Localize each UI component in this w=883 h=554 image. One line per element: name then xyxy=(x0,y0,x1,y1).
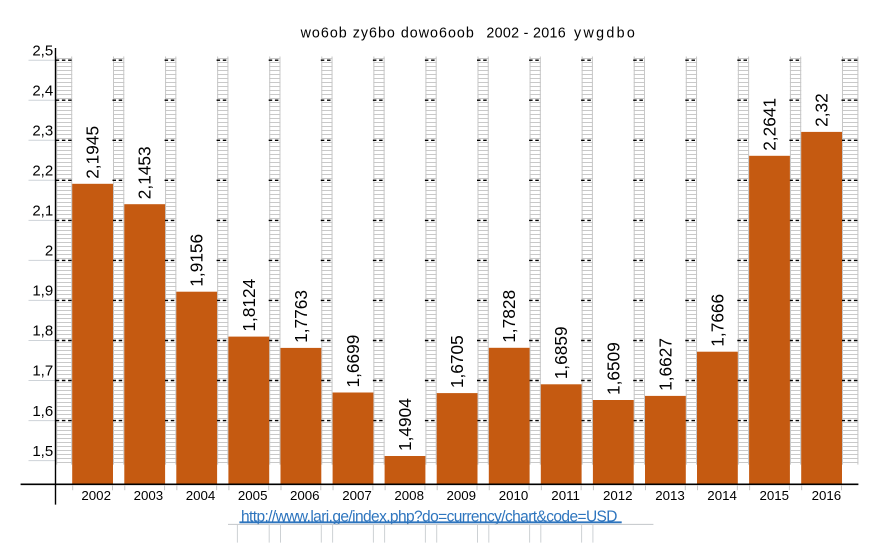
svg-text:ywgdbo: ywgdbo xyxy=(574,25,637,41)
svg-text:1,7828: 1,7828 xyxy=(499,290,519,343)
svg-text:2,5: 2,5 xyxy=(32,42,53,59)
svg-text:2: 2 xyxy=(45,243,53,260)
svg-text:1,4904: 1,4904 xyxy=(395,398,415,451)
svg-text:1,8: 1,8 xyxy=(32,323,53,340)
svg-text:wo6ob zy6bo dowo6oob: wo6ob zy6bo dowo6oob xyxy=(300,25,475,41)
svg-text:2012: 2012 xyxy=(603,488,633,503)
svg-text:2004: 2004 xyxy=(186,488,216,503)
svg-text:2,2: 2,2 xyxy=(32,163,53,180)
svg-text:2,4: 2,4 xyxy=(32,82,53,99)
svg-text:1,9: 1,9 xyxy=(32,283,53,300)
svg-text:1,7763: 1,7763 xyxy=(291,290,311,343)
svg-text:2,32: 2,32 xyxy=(812,93,832,127)
svg-text:1,8124: 1,8124 xyxy=(239,278,259,331)
svg-text:1,6509: 1,6509 xyxy=(603,342,623,395)
svg-text:1,6705: 1,6705 xyxy=(447,335,467,388)
svg-text:1,7666: 1,7666 xyxy=(707,294,727,347)
svg-text:2002: 2002 xyxy=(81,488,111,503)
svg-text:2,3: 2,3 xyxy=(32,123,53,140)
svg-text:http://www.lari.ge/index.php?d: http://www.lari.ge/index.php?do=currency… xyxy=(241,508,618,525)
svg-text:2006: 2006 xyxy=(290,488,320,503)
svg-text:1,6859: 1,6859 xyxy=(551,326,571,379)
svg-text:2011: 2011 xyxy=(551,488,580,503)
svg-text:2015: 2015 xyxy=(760,488,790,503)
svg-text:2008: 2008 xyxy=(394,488,424,503)
svg-text:2,2641: 2,2641 xyxy=(760,98,780,151)
svg-text:2,1945: 2,1945 xyxy=(83,126,103,179)
svg-text:1,6699: 1,6699 xyxy=(343,335,363,388)
svg-text:2013: 2013 xyxy=(655,488,685,503)
svg-text:1,9156: 1,9156 xyxy=(187,234,207,287)
svg-text:2,1: 2,1 xyxy=(32,203,53,220)
svg-text:2003: 2003 xyxy=(134,488,164,503)
svg-text:2002 - 2016: 2002 - 2016 xyxy=(486,25,566,41)
svg-text:1,6627: 1,6627 xyxy=(655,338,675,391)
svg-text:2007: 2007 xyxy=(342,488,372,503)
svg-text:1,5: 1,5 xyxy=(32,443,53,460)
svg-text:2016: 2016 xyxy=(812,488,842,503)
svg-text:2010: 2010 xyxy=(499,488,529,503)
svg-text:2005: 2005 xyxy=(238,488,268,503)
svg-text:2014: 2014 xyxy=(707,488,737,503)
svg-text:1,6: 1,6 xyxy=(32,403,53,420)
svg-text:2,1453: 2,1453 xyxy=(135,146,155,199)
svg-text:2009: 2009 xyxy=(447,488,477,503)
svg-text:1,7: 1,7 xyxy=(32,363,53,380)
